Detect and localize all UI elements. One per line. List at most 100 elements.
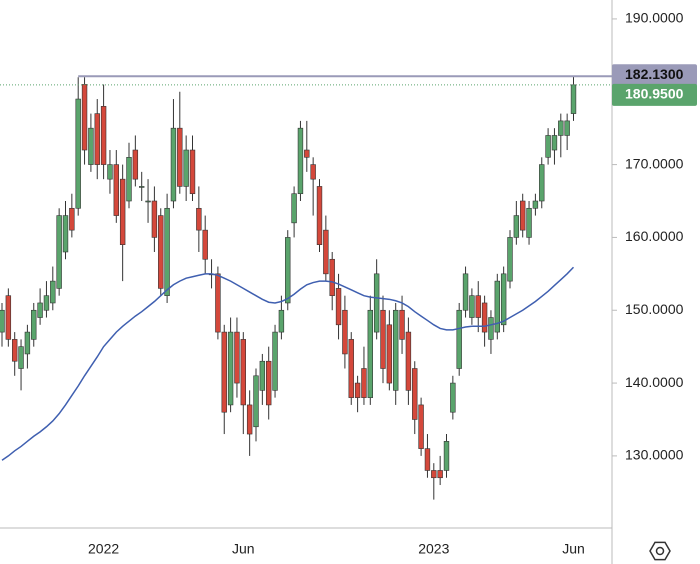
y-tick-label: 140.0000 <box>625 374 684 390</box>
settings-icon-center <box>655 546 665 556</box>
candle-body <box>253 375 259 428</box>
candle-body <box>145 200 151 203</box>
candle-body <box>564 120 570 136</box>
candle-body <box>75 98 81 209</box>
candle-body <box>405 331 412 391</box>
last-price-label: 180.9500 <box>625 86 684 102</box>
candle-body <box>259 360 266 391</box>
y-tick-label: 150.0000 <box>625 301 684 317</box>
candle-body <box>177 127 183 187</box>
settings-button[interactable] <box>649 541 671 561</box>
candle-body <box>291 193 297 224</box>
candle-body <box>234 331 240 384</box>
candle-body <box>526 207 532 238</box>
candle-body <box>62 215 69 253</box>
candle-body <box>329 258 335 296</box>
candle-body <box>246 404 253 435</box>
candle-body <box>348 339 354 398</box>
candle-body <box>481 302 488 333</box>
resistance-label: 182.1300 <box>625 66 684 82</box>
candle-body <box>310 164 316 180</box>
candle-body <box>513 215 520 238</box>
candle-body <box>507 237 513 282</box>
candle-body <box>532 200 539 209</box>
candle-body <box>265 360 272 406</box>
candle-body <box>278 309 285 333</box>
candle-body <box>361 368 367 398</box>
candle-body <box>107 164 113 180</box>
candle-body <box>132 149 139 180</box>
candle-body <box>24 331 31 355</box>
candle-body <box>551 135 558 151</box>
candle-body <box>437 470 443 479</box>
resistance-tag <box>612 64 697 87</box>
candle-body <box>399 309 405 340</box>
candle-body <box>0 309 5 333</box>
candle-body <box>240 339 246 406</box>
candle-body <box>424 448 431 471</box>
candle-body <box>373 273 380 333</box>
x-tick-label: Jun <box>562 541 585 557</box>
candle-body <box>196 207 202 231</box>
candle-body <box>183 149 189 187</box>
candle-body <box>119 178 126 246</box>
candle-body <box>170 127 177 202</box>
x-tick-label: 2022 <box>88 541 119 557</box>
candle-body <box>139 186 145 188</box>
candle-body <box>202 229 208 260</box>
candle-body <box>539 164 545 202</box>
candle-body <box>456 309 462 369</box>
candle-body <box>342 309 348 355</box>
candle-body <box>500 273 507 326</box>
candle-body <box>272 331 278 391</box>
candle-body <box>380 309 386 369</box>
candle-body <box>431 470 437 479</box>
candle-body <box>81 84 88 151</box>
candle-body <box>392 309 399 391</box>
candle-body <box>221 331 227 413</box>
y-tick-label: 170.0000 <box>625 155 684 171</box>
candle-body <box>450 382 456 413</box>
candle-body <box>43 295 50 311</box>
candle-body <box>519 200 526 231</box>
x-tick-label: 2023 <box>418 541 449 557</box>
candle-body <box>56 215 62 289</box>
candle-body <box>412 368 418 420</box>
candle-body <box>5 295 12 340</box>
candle-body <box>570 84 577 114</box>
candle-body <box>354 382 361 398</box>
candle-body <box>18 346 24 369</box>
candle-body <box>443 441 450 471</box>
candle-body <box>164 207 170 296</box>
candle-body <box>227 331 234 406</box>
candle-body <box>475 295 481 318</box>
candle-body <box>285 237 291 304</box>
candle-body <box>418 404 424 449</box>
candle-body <box>323 229 329 275</box>
candle-body <box>113 164 120 216</box>
candle-body <box>100 106 107 165</box>
settings-icon <box>649 541 671 561</box>
candle-body <box>189 149 196 195</box>
candle-body <box>297 127 304 195</box>
y-tick-label: 190.0000 <box>625 10 684 26</box>
candle-body <box>31 309 37 340</box>
candle-body <box>94 113 100 165</box>
candle-body <box>545 135 551 158</box>
candle-body <box>126 157 132 202</box>
moving-average <box>1 266 575 461</box>
candle-body <box>488 317 494 340</box>
candle-body <box>386 324 393 384</box>
candle-body <box>304 149 310 158</box>
candle-body <box>69 207 75 231</box>
candle-body <box>215 273 221 333</box>
candle-body <box>494 280 500 333</box>
y-tick-label: 160.0000 <box>625 228 684 244</box>
candle-body <box>462 273 469 311</box>
candle-body <box>88 127 94 165</box>
candle-body <box>469 295 475 318</box>
y-tick-label: 130.0000 <box>625 447 684 463</box>
candle-body <box>12 339 18 362</box>
candle-body <box>37 302 43 318</box>
